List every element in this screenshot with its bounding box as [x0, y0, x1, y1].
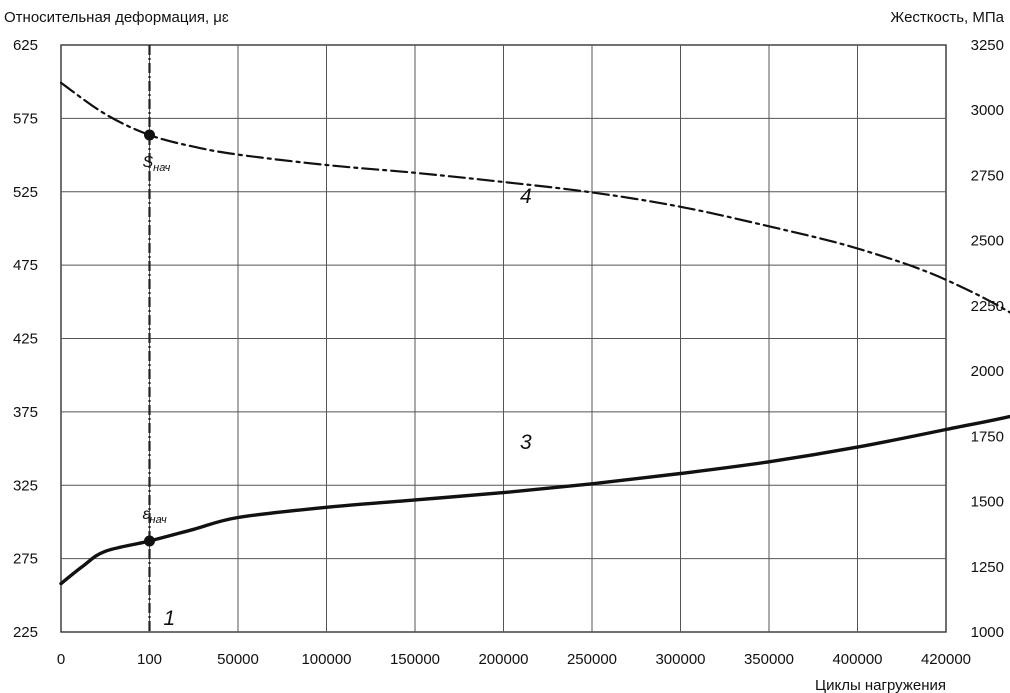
x-tick-label: 50000: [217, 651, 259, 668]
series-line-3: [59, 414, 1010, 586]
right-axis-title: Жесткость, МПа: [890, 9, 1004, 26]
x-tick-label: 350000: [744, 651, 794, 668]
vertical-markers: 12: [148, 45, 176, 632]
series-label-4: 4: [520, 185, 532, 208]
left-tick-label: 425: [13, 331, 38, 348]
right-tick-label: 2500: [971, 233, 1004, 250]
series-lines: 34: [59, 81, 1010, 586]
series-label-3: 3: [520, 431, 532, 454]
left-tick-label: 575: [13, 110, 38, 127]
data-point-label: Sнач: [143, 154, 171, 174]
data-points: εначSнач2εначSнач/2: [143, 129, 171, 547]
right-tick-label: 1500: [971, 494, 1004, 511]
left-tick-label: 625: [13, 37, 38, 54]
x-tick-label: 420000: [921, 651, 971, 668]
right-tick-label: 1750: [971, 428, 1004, 445]
x-tick-label: 400000: [832, 651, 882, 668]
right-tick-label: 3000: [971, 102, 1004, 119]
data-point-label-main: ε: [143, 506, 151, 523]
right-tick-label: 2750: [971, 167, 1004, 184]
left-tick-label: 225: [13, 624, 38, 641]
left-tick-label: 475: [13, 257, 38, 274]
data-point-label-sub: нач: [150, 514, 167, 526]
x-tick-label: 150000: [390, 651, 440, 668]
x-axis-title: Циклы нагружения: [815, 677, 946, 693]
x-tick-label: 0: [57, 651, 65, 668]
right-tick-label: 2250: [971, 298, 1004, 315]
x-tick-label: 100000: [301, 651, 351, 668]
vertical-line-label-1: 1: [164, 607, 176, 630]
x-tick-label: 300000: [655, 651, 705, 668]
left-tick-label: 525: [13, 184, 38, 201]
x-tick-label: 100: [137, 651, 162, 668]
tick-labels: 625 575 525 475 425 375 325 275 225 3250 3000 2750 2…: [13, 37, 1004, 668]
left-axis-title: Относительная деформация, μɛ: [4, 9, 229, 26]
left-tick-label: 325: [13, 477, 38, 494]
data-point-label: εнач: [143, 506, 167, 526]
left-tick-label: 275: [13, 551, 38, 568]
data-point-label-sub: нач: [153, 162, 170, 174]
right-tick-label: 1250: [971, 559, 1004, 576]
right-tick-label: 2000: [971, 363, 1004, 380]
x-tick-label: 200000: [478, 651, 528, 668]
x-tick-label: 250000: [567, 651, 617, 668]
data-point: [144, 535, 155, 547]
grid: [60, 44, 947, 633]
right-tick-label: 3250: [971, 37, 1004, 54]
data-point: [144, 129, 155, 141]
series-line-4: [59, 81, 1010, 314]
right-tick-label: 1000: [971, 624, 1004, 641]
left-tick-label: 375: [13, 404, 38, 421]
data-point-label-main: S: [143, 154, 154, 171]
